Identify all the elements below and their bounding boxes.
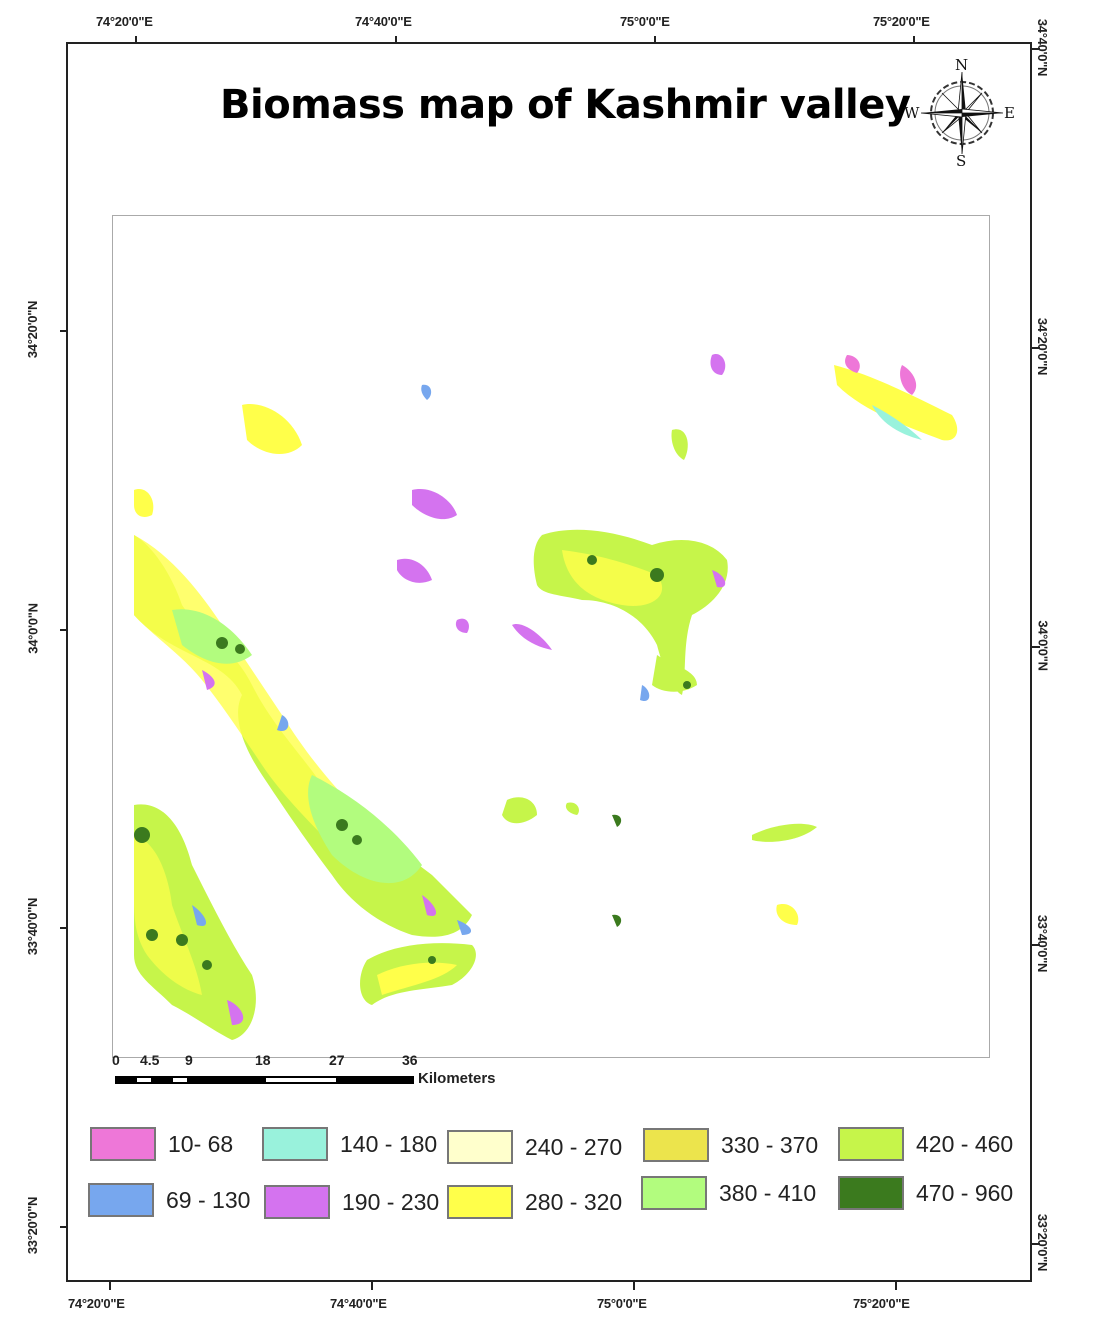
legend-label: 380 - 410 [719,1179,817,1206]
legend-swatch [264,1185,330,1219]
bottom-tick-4 [895,1282,897,1290]
right-tick-1 [1032,48,1040,50]
legend-item: 380 - 410 [641,1176,816,1210]
scale-segment [115,1076,135,1084]
left-axis-label-2: 34°0'0"N [25,603,41,654]
top-axis-label-4: 75°20'0"E [873,14,930,29]
legend-swatch [88,1183,154,1217]
bottom-axis-label-2: 74°40'0"E [330,1296,387,1311]
legend-label: 190 - 230 [342,1188,440,1215]
legend-swatch [447,1185,513,1219]
top-axis-label-3: 75°0'0"E [620,14,670,29]
right-tick-3 [1032,646,1040,648]
legend-label: 280 - 320 [525,1188,623,1215]
left-tick-4 [60,1226,68,1228]
legend-label: 10- 68 [168,1130,234,1157]
map-extent [112,215,990,1058]
scale-segment [189,1076,264,1084]
left-axis-label-1: 34°20'0"N [25,300,41,359]
legend-label: 140 - 180 [340,1130,438,1157]
right-tick-5 [1032,1243,1040,1245]
legend-swatch [838,1176,904,1210]
scale-tick-0: 0 [112,1052,120,1068]
scale-tick-36: 36 [402,1052,418,1068]
scale-tick-18: 18 [255,1052,271,1068]
scale-units: Kilometers [418,1070,496,1087]
scale-segment [264,1076,338,1084]
map-title: Biomass map of Kashmir valley [220,82,911,128]
compass-east-label: E [1004,104,1015,122]
right-axis-label-3: 34°0'0"N [1035,620,1051,671]
legend-swatch [262,1127,328,1161]
scale-tick-27: 27 [329,1052,345,1068]
legend-swatch [641,1176,707,1210]
right-axis-label-2: 34°20'0"N [1035,317,1051,376]
bottom-tick-3 [633,1282,635,1290]
top-tick-1 [135,36,137,44]
right-tick-2 [1032,347,1040,349]
top-tick-3 [654,36,656,44]
bottom-axis-label-1: 74°20'0"E [68,1296,125,1311]
legend-item: 190 - 230 [264,1185,439,1219]
legend-swatch [838,1127,904,1161]
left-tick-1 [60,330,68,332]
legend-label: 330 - 370 [721,1131,819,1158]
left-tick-3 [60,927,68,929]
legend-item: 280 - 320 [447,1185,622,1219]
bottom-axis-label-4: 75°20'0"E [853,1296,910,1311]
top-tick-4 [913,36,915,44]
legend-label: 470 - 960 [916,1179,1014,1206]
scale-segment [171,1076,189,1084]
legend-item: 10- 68 [90,1127,233,1161]
compass-west-label: W [904,104,920,122]
legend-label: 69 - 130 [166,1186,251,1213]
left-axis-label-4: 33°20'0"N [25,1196,41,1255]
left-axis-label-3: 33°40'0"N [25,897,41,956]
scale-segment [338,1076,414,1084]
legend-label: 240 - 270 [525,1133,623,1160]
legend-item: 240 - 270 [447,1130,622,1164]
bottom-tick-1 [109,1282,111,1290]
right-tick-4 [1032,944,1040,946]
legend-swatch [90,1127,156,1161]
scale-tick-9: 9 [185,1052,193,1068]
legend-item: 140 - 180 [262,1127,437,1161]
scale-segment [135,1076,153,1084]
top-axis-label-1: 74°20'0"E [96,14,153,29]
bottom-axis-label-3: 75°0'0"E [597,1296,647,1311]
compass-north-label: N [955,56,969,74]
legend-swatch [447,1130,513,1164]
legend-item: 420 - 460 [838,1127,1013,1161]
scale-tick-4-5: 4.5 [140,1052,160,1068]
top-axis-label-2: 74°40'0"E [355,14,412,29]
scale-segment [153,1076,171,1084]
legend-item: 69 - 130 [88,1183,250,1217]
legend-swatch [643,1128,709,1162]
compass-rose-icon: N S W E [900,56,1020,171]
legend-item: 330 - 370 [643,1128,818,1162]
bottom-tick-2 [371,1282,373,1290]
top-tick-2 [395,36,397,44]
right-axis-label-1: 34°40'0"N [1035,18,1051,77]
legend-label: 420 - 460 [916,1130,1014,1157]
scale-bar: 0 4.5 9 18 27 36 Kilometers [112,1052,532,1092]
compass-south-label: S [956,152,967,170]
biomass-raster [134,354,958,1040]
right-axis-label-4: 33°40'0"N [1035,914,1051,973]
right-axis-label-5: 33°20'0"N [1035,1213,1051,1272]
legend-item: 470 - 960 [838,1176,1013,1210]
left-tick-2 [60,629,68,631]
